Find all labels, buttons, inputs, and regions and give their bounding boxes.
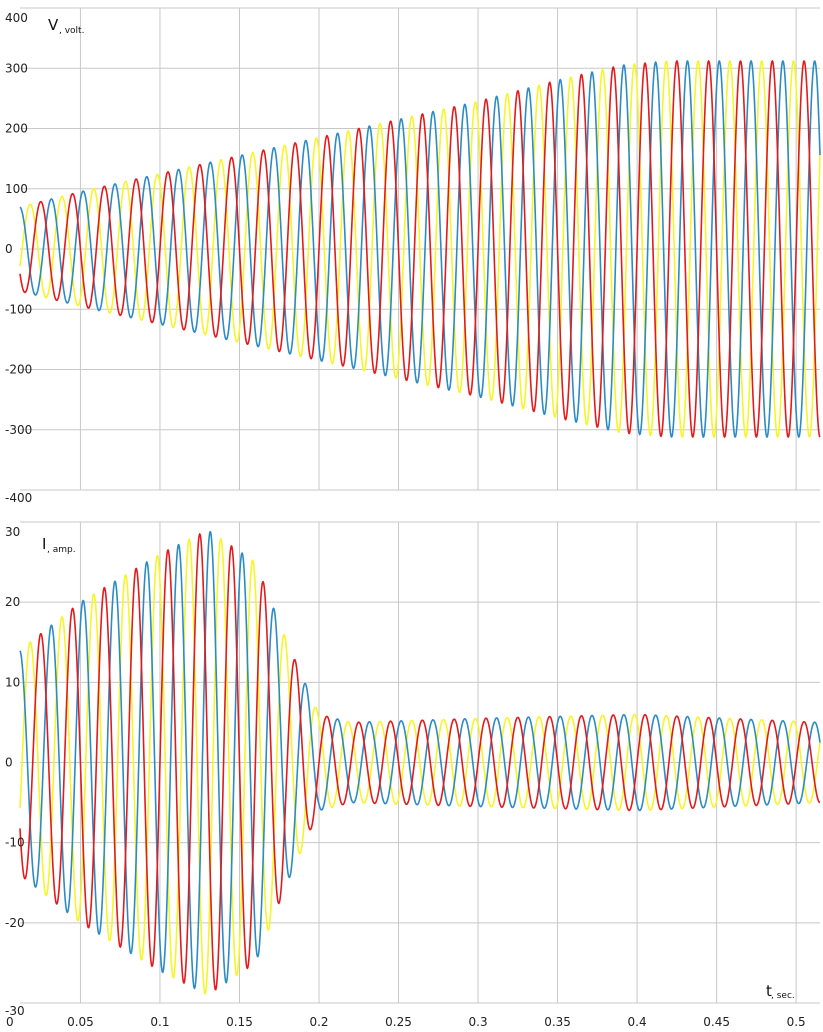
current-series xyxy=(19,530,821,995)
voltage-chart: 400 300 200 100 0 -100 -200 -300 -400 V , volt. xyxy=(5,7,821,505)
y-tick-label: -10 xyxy=(5,836,25,850)
x-tick-label: 0 xyxy=(6,1015,14,1029)
y-tick-label: 30 xyxy=(5,525,20,539)
y-tick-label: -20 xyxy=(5,916,25,930)
x-tick-label: 0.1 xyxy=(150,1015,169,1029)
series-line-0 xyxy=(19,59,821,439)
series-line-2 xyxy=(19,59,821,439)
voltage-y-label: V xyxy=(48,16,59,34)
time-x-label-unit: , sec. xyxy=(771,991,795,1001)
y-tick-label: 200 xyxy=(5,122,28,136)
x-tick-label: 0.15 xyxy=(226,1015,253,1029)
current-y-label-unit: , amp. xyxy=(47,545,76,555)
y-tick-label: 10 xyxy=(5,675,20,689)
y-tick-label: -30 xyxy=(5,1004,25,1018)
voltage-y-ticks: 400 300 200 100 0 -100 -200 -300 -400 xyxy=(5,11,32,505)
series-line-2 xyxy=(19,537,821,995)
x-tick-label: 0.4 xyxy=(628,1015,647,1029)
y-tick-label: 100 xyxy=(5,182,28,196)
y-tick-label: 300 xyxy=(5,61,28,75)
y-tick-label: 0 xyxy=(5,242,13,256)
current-y-label: I xyxy=(42,535,46,553)
current-x-ticks: 0 0.05 0.1 0.15 0.2 0.25 0.3 0.35 0.4 0.45 0.5 xyxy=(6,1015,806,1029)
x-tick-label: 0.05 xyxy=(67,1015,94,1029)
x-tick-label: 0.2 xyxy=(309,1015,328,1029)
y-tick-label: 20 xyxy=(5,595,20,609)
x-tick-label: 0.35 xyxy=(544,1015,571,1029)
x-tick-label: 0.45 xyxy=(703,1015,730,1029)
y-tick-label: -300 xyxy=(5,423,32,437)
voltage-y-label-unit: , volt. xyxy=(59,26,84,36)
series-line-0 xyxy=(19,532,821,991)
y-tick-label: -100 xyxy=(5,302,32,316)
x-tick-label: 0.5 xyxy=(787,1015,806,1029)
current-y-ticks: 30 20 10 0 -10 -20 -30 xyxy=(5,525,25,1018)
series-line-1 xyxy=(19,59,821,439)
x-tick-label: 0.3 xyxy=(469,1015,488,1029)
y-tick-label: 0 xyxy=(5,756,13,770)
y-tick-label: 400 xyxy=(5,11,28,25)
voltage-series xyxy=(19,59,821,439)
series-line-1 xyxy=(19,530,821,990)
x-tick-label: 0.25 xyxy=(385,1015,412,1029)
y-tick-label: -200 xyxy=(5,363,32,377)
time-x-label: t xyxy=(766,982,772,1000)
y-tick-label: -400 xyxy=(5,491,32,505)
